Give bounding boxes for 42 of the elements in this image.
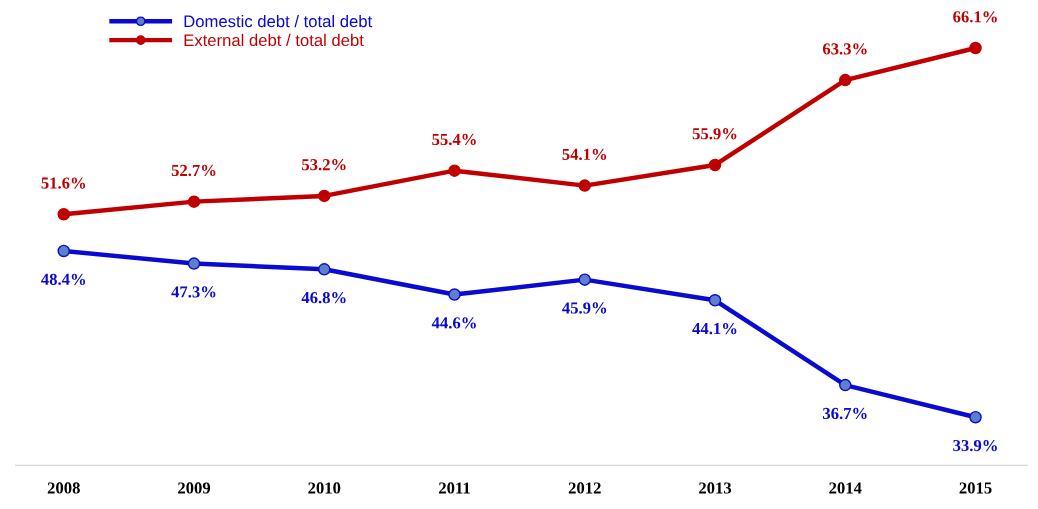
data-label: 66.1%: [953, 11, 997, 23]
point: [969, 41, 982, 55]
point: [708, 158, 722, 172]
data-label: 44.1%: [692, 322, 737, 335]
data-label: 44.6%: [431, 317, 476, 329]
data-label: 46.8%: [301, 292, 346, 304]
point: [839, 73, 852, 87]
data-label: 55.4%: [432, 133, 476, 146]
point: [708, 294, 722, 307]
point: [318, 189, 331, 203]
point: [578, 273, 592, 286]
data-label: 53.2%: [302, 159, 346, 171]
data-label: 52.7%: [171, 164, 216, 177]
x-tick-label: 2010: [308, 482, 341, 494]
point: [57, 208, 71, 221]
x-tick-label: 2012: [568, 482, 601, 494]
point: [448, 288, 461, 301]
point: [448, 164, 461, 177]
x-tick-label: 2009: [178, 482, 211, 494]
point: [187, 195, 201, 208]
point: [187, 257, 201, 270]
x-tick-label: 2013: [699, 482, 732, 494]
x-tick-label: 2011: [439, 482, 470, 494]
data-label: 54.1%: [562, 148, 607, 161]
data-label: 63.3%: [822, 43, 867, 55]
x-tick-label: 2008: [47, 482, 80, 494]
data-label: 55.9%: [692, 128, 737, 140]
x-tick-label: 2015: [959, 482, 992, 494]
point: [318, 263, 331, 276]
point: [57, 244, 71, 258]
data-label: 48.4%: [41, 273, 86, 285]
legend-label: External debt / total debt: [184, 33, 364, 47]
data-label: 33.9%: [953, 439, 997, 452]
point: [839, 378, 852, 392]
data-label: 51.6%: [41, 177, 86, 189]
legend-label: Domestic debt / total debt: [184, 15, 373, 28]
data-label: 36.7%: [822, 407, 867, 420]
data-label: 45.9%: [562, 302, 607, 314]
point: [578, 179, 592, 192]
x-tick-label: 2014: [829, 482, 862, 494]
point: [969, 410, 982, 424]
data-label: 47.3%: [171, 286, 216, 298]
